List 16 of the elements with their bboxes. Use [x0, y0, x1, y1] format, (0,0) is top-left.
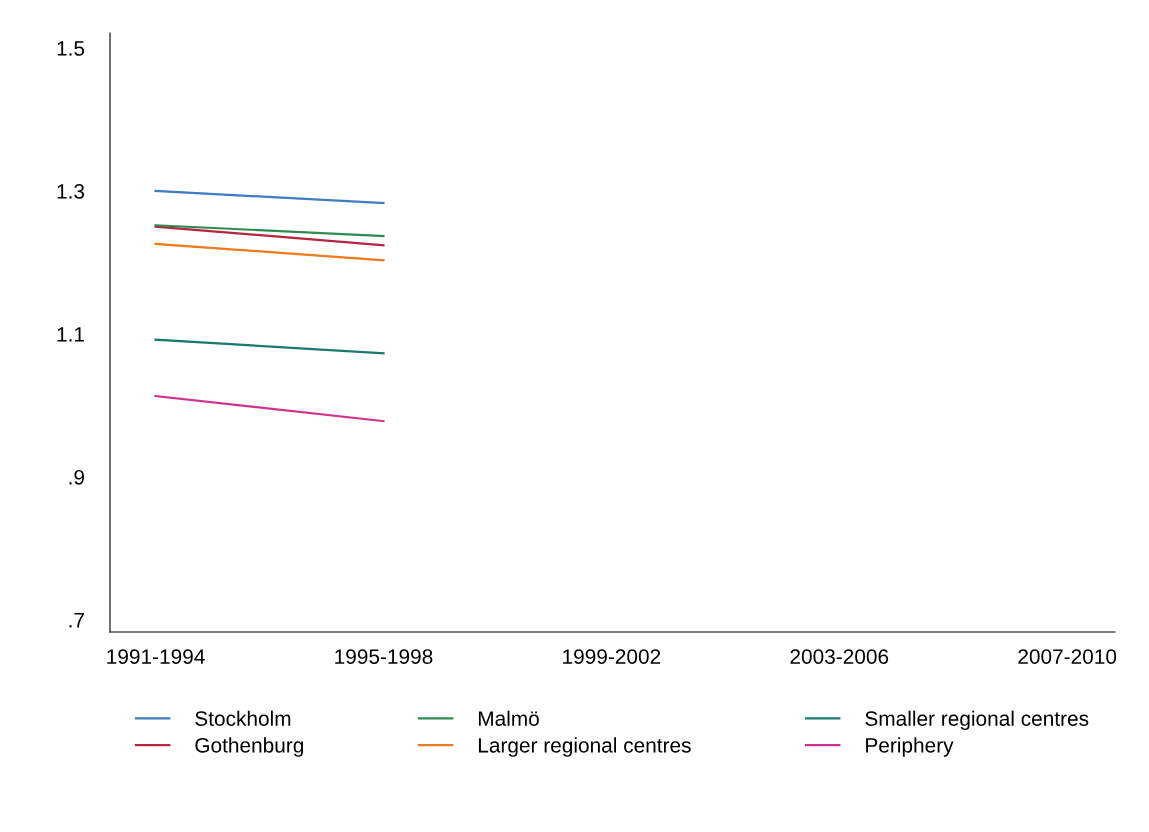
- y-tick-label: .9: [69, 469, 85, 485]
- x-tick-label: 1991-1994: [107, 649, 205, 664]
- y-tick-label: 1.5: [57, 41, 85, 56]
- y-tick-label: .7: [69, 613, 84, 628]
- x-tick-label: 1995-1998: [335, 649, 433, 664]
- legend-label: Smaller regional centres: [865, 710, 1089, 731]
- y-tick-label: 1.1: [57, 327, 84, 342]
- legend-label: Gothenburg: [195, 737, 304, 757]
- legend-label: Malmö: [478, 710, 539, 726]
- x-tick-label: 1999-2002: [563, 649, 661, 664]
- legend-label: Larger regional centres: [478, 737, 691, 757]
- x-tick-label: 2003-2006: [790, 649, 889, 664]
- x-tick-label: 2007-2010: [1018, 649, 1117, 664]
- legend-label: Stockholm: [195, 710, 291, 726]
- legend-label: Periphery: [866, 737, 954, 757]
- y-tick-label: 1.3: [57, 183, 85, 199]
